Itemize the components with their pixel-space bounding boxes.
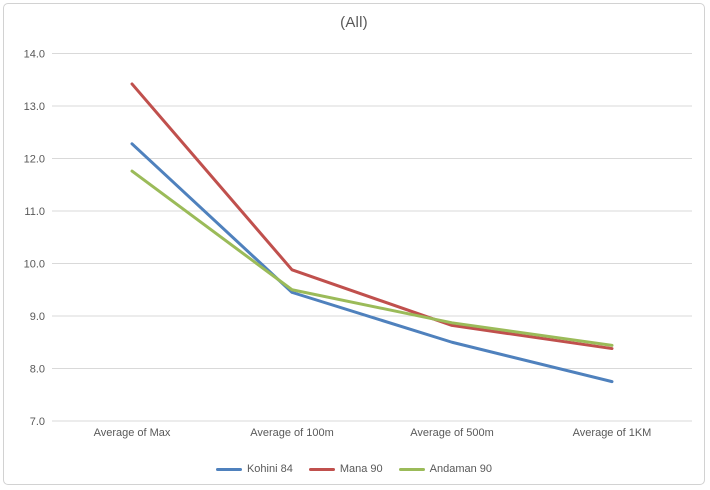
line-chart-plot-area: 14.0 13.0 12.0 11.0 10.0 9.0 8.0 7.0 Average of … (24, 49, 692, 439)
y-axis-tick-label: 11.0 (24, 206, 45, 218)
legend-label-mana-90: Mana 90 (339, 463, 383, 475)
y-axis-tick-label: 12.0 (24, 154, 45, 166)
series-line-mana-90[interactable] (130, 82, 614, 351)
legend-item-andaman-90[interactable]: Andaman 90 (398, 463, 493, 475)
legend-item-mana-90[interactable]: Mana 90 (308, 463, 383, 475)
legend-label-kohini-84: Kohini 84 (246, 463, 293, 475)
chart-legend: Kohini 84 Mana 90 Andaman 90 (4, 463, 704, 475)
chart-title[interactable]: (All) (340, 14, 368, 31)
y-axis-tick-label: 8.0 (30, 364, 45, 376)
y-axis-tick-label: 7.0 (30, 416, 45, 428)
x-axis-category-label: Average of Max (94, 427, 171, 439)
y-axis-tick-label: 13.0 (24, 101, 45, 113)
x-axis-category-label: Average of 500m (410, 427, 494, 439)
chart-frame: (All) 14.0 13.0 12.0 11.0 10.0 9.0 8.0 7.0 Avera… (3, 3, 705, 485)
legend-label-andaman-90: Andaman 90 (429, 463, 493, 475)
x-axis-category-label: Average of 1KM (573, 427, 652, 439)
y-axis-tick-label: 9.0 (30, 311, 45, 323)
y-axis-tick-label: 10.0 (24, 259, 45, 271)
series-line-kohini-84[interactable] (130, 142, 614, 384)
series-line-andaman-90[interactable] (130, 169, 614, 347)
legend-swatch-andaman-90 (398, 467, 425, 471)
legend-swatch-kohini-84 (215, 467, 242, 471)
legend-swatch-mana-90 (308, 467, 335, 471)
x-axis-category-label: Average of 100m (250, 427, 334, 439)
legend-item-kohini-84[interactable]: Kohini 84 (215, 463, 293, 475)
y-axis-tick-label: 14.0 (24, 49, 45, 61)
